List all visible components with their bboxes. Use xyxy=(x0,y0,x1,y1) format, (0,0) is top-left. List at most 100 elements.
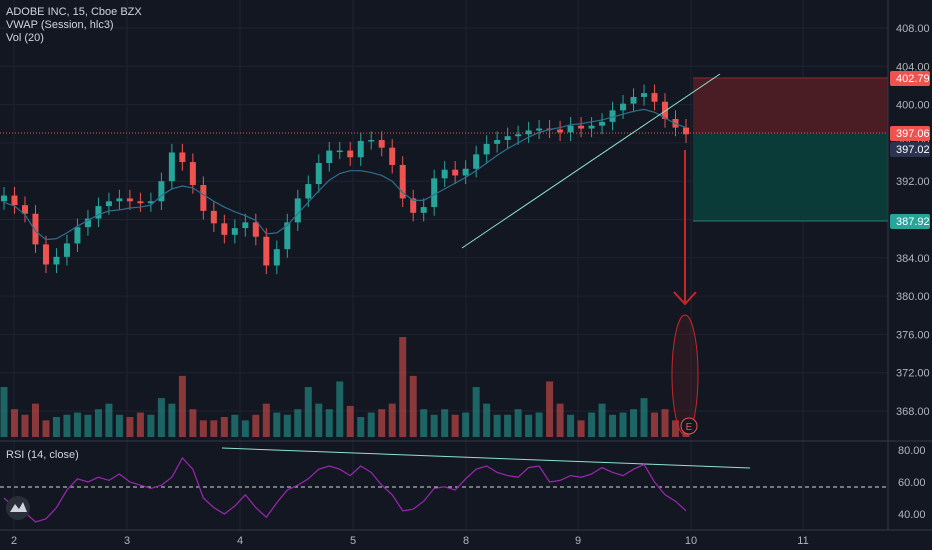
profit-target-zone[interactable] xyxy=(693,133,888,221)
candle-body[interactable] xyxy=(473,154,480,169)
candle-body[interactable] xyxy=(189,162,196,186)
candle-body[interactable] xyxy=(137,201,144,204)
vwap-price-tag: 397.02 xyxy=(890,142,930,157)
volume-bar xyxy=(63,414,71,437)
candle-body[interactable] xyxy=(620,103,627,111)
candle-body[interactable] xyxy=(294,198,301,223)
rsi-trendline[interactable] xyxy=(221,447,751,469)
candle-body[interactable] xyxy=(53,256,60,265)
candle-body[interactable] xyxy=(116,198,123,202)
candle-body[interactable] xyxy=(641,93,648,97)
candle-body[interactable] xyxy=(84,218,91,228)
candle-body[interactable] xyxy=(431,178,438,208)
rising-trendline[interactable] xyxy=(461,73,721,249)
candle-body[interactable] xyxy=(263,236,270,266)
candle-body[interactable] xyxy=(326,150,333,164)
candle-body[interactable] xyxy=(147,201,154,204)
candle-body[interactable] xyxy=(1,195,7,202)
stop-loss-zone[interactable] xyxy=(693,78,888,133)
vwap-indicator-label[interactable]: VWAP (Session, hlc3) xyxy=(6,19,114,31)
time-scale[interactable]: 2 3 4 5 8 9 10 11 xyxy=(11,535,809,547)
candle-body[interactable] xyxy=(525,130,532,135)
volume-indicator-label[interactable]: Vol (20) xyxy=(6,32,44,44)
candle-body[interactable] xyxy=(578,125,585,129)
candle-body[interactable] xyxy=(662,101,669,119)
candle-body[interactable] xyxy=(252,222,259,237)
rsi-indicator-label[interactable]: RSI (14, close) xyxy=(6,449,79,461)
candle-body[interactable] xyxy=(284,222,291,250)
candle-body[interactable] xyxy=(357,140,364,158)
candle-body[interactable] xyxy=(536,128,543,131)
volume-bar xyxy=(451,414,459,437)
candle-body[interactable] xyxy=(273,249,280,266)
candle-body[interactable] xyxy=(200,185,207,211)
candle-body[interactable] xyxy=(494,140,501,144)
vwap-price-tag-bg xyxy=(890,142,930,157)
chart-legend[interactable]: ADOBE INC, 15, Cboe BZX VWAP (Session, h… xyxy=(6,6,142,45)
candle-body[interactable] xyxy=(630,96,637,104)
candle-body[interactable] xyxy=(609,110,616,122)
volume-bar xyxy=(52,417,60,437)
candle-body[interactable] xyxy=(221,223,228,235)
candle-body[interactable] xyxy=(42,244,49,265)
candle-body[interactable] xyxy=(599,121,606,126)
candle-body[interactable] xyxy=(347,150,354,158)
candle-body[interactable] xyxy=(483,143,490,155)
price-scale-label: 376.00 xyxy=(896,329,930,341)
rsi-scale-label: 80.00 xyxy=(898,445,926,457)
vwap-price-tag-text: 397.02 xyxy=(896,144,930,156)
candle-body[interactable] xyxy=(378,140,385,148)
candle-body[interactable] xyxy=(368,140,375,142)
volume-bar xyxy=(262,403,270,437)
candle-body[interactable] xyxy=(168,152,175,182)
time-scale-label: 5 xyxy=(350,535,356,547)
candle-body[interactable] xyxy=(588,125,595,129)
volume-bar xyxy=(630,409,638,437)
candle-body[interactable] xyxy=(242,222,249,229)
volume-bar xyxy=(462,412,470,437)
rsi-scale[interactable]: 80.00 60.00 40.00 xyxy=(898,445,926,521)
candle-body[interactable] xyxy=(231,228,238,235)
symbol-title[interactable]: ADOBE INC, 15, Cboe BZX xyxy=(6,6,142,18)
candle-body[interactable] xyxy=(683,127,689,135)
candle-body[interactable] xyxy=(567,125,574,133)
volume-bar xyxy=(483,403,491,437)
candle-body[interactable] xyxy=(462,168,469,176)
candle-body[interactable] xyxy=(410,198,417,213)
volume-bar xyxy=(42,420,50,437)
candle-body[interactable] xyxy=(515,134,522,137)
candle-body[interactable] xyxy=(105,201,112,207)
price-scale-label: 384.00 xyxy=(896,253,930,265)
candle-body[interactable] xyxy=(210,210,217,224)
candle-body[interactable] xyxy=(126,198,133,202)
candle-body[interactable] xyxy=(557,129,564,133)
candle-body[interactable] xyxy=(158,181,165,202)
candle-body[interactable] xyxy=(305,184,312,199)
candle-body[interactable] xyxy=(389,147,396,165)
candle-body[interactable] xyxy=(420,207,427,213)
volume-bar xyxy=(136,412,144,437)
candle-body[interactable] xyxy=(21,205,28,214)
earnings-marker[interactable]: E xyxy=(680,417,698,435)
tradingview-logo[interactable] xyxy=(6,496,30,520)
candle-body[interactable] xyxy=(441,169,448,179)
candle-body[interactable] xyxy=(11,195,18,206)
candle-body[interactable] xyxy=(95,206,102,219)
volume-highlight-ellipse[interactable] xyxy=(671,314,699,436)
time-scale-label: 8 xyxy=(463,535,469,547)
candle-body[interactable] xyxy=(63,243,70,257)
candle-body[interactable] xyxy=(336,150,343,153)
candle-body[interactable] xyxy=(74,227,81,244)
volume-bar xyxy=(178,375,186,437)
candle-body[interactable] xyxy=(651,93,658,102)
candle-body[interactable] xyxy=(504,136,511,141)
candle-body[interactable] xyxy=(452,169,459,176)
stop-price-tag-text: 402.79 xyxy=(896,73,930,85)
volume-bar xyxy=(504,414,512,437)
candle-body[interactable] xyxy=(399,164,406,199)
candle-body[interactable] xyxy=(32,213,39,245)
candle-body[interactable] xyxy=(315,163,322,185)
candle-body[interactable] xyxy=(179,152,186,163)
last-price-tag: 397.06 xyxy=(890,126,930,141)
